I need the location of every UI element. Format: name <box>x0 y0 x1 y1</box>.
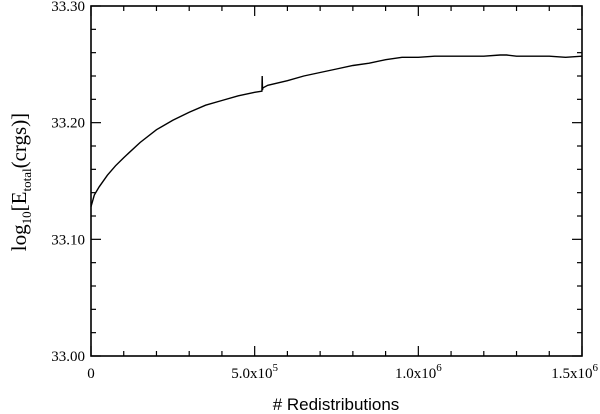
y-axis-label: log10[Etotal(crgs)] <box>7 113 34 251</box>
x-tick-label-mantissa: 0 <box>87 366 95 382</box>
x-tick-labels: 0 5.0x105 1.0x106 1.5x106 <box>87 362 598 382</box>
series-line <box>90 54 583 207</box>
x-tick-label-exponent: 6 <box>436 362 442 374</box>
x-tick-label-mantissa: 5.0x10 <box>231 366 272 382</box>
x-axis-label: # Redistributions <box>273 395 400 414</box>
x-tick-label-exponent: 5 <box>273 362 279 374</box>
minor-ticks <box>91 6 582 356</box>
x-tick-label-exponent: 6 <box>593 362 599 374</box>
y-tick-labels: 33.00 33.10 33.20 33.30 <box>51 0 85 365</box>
x-tick-label: 0 <box>87 366 95 382</box>
x-tick-label: 1.5x106 <box>551 362 598 382</box>
x-tick-label-mantissa: 1.5x10 <box>551 366 592 382</box>
y-tick-label: 33.30 <box>51 0 85 15</box>
plot-frame <box>90 5 583 357</box>
y-tick-label: 33.20 <box>51 116 85 132</box>
y-tick-label: 33.10 <box>51 232 85 248</box>
major-ticks <box>90 5 583 357</box>
x-tick-label: 5.0x105 <box>231 362 278 382</box>
x-tick-label: 1.0x106 <box>395 362 442 382</box>
y-tick-label: 33.00 <box>51 349 85 365</box>
x-tick-label-mantissa: 1.0x10 <box>395 366 436 382</box>
